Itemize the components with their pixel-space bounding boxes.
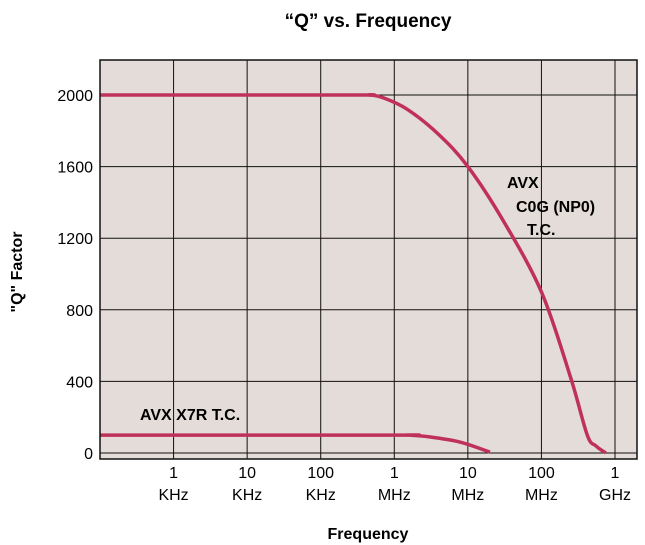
- x-tick-value-0: 1: [169, 465, 178, 482]
- y-tick-label-400: 400: [66, 374, 93, 391]
- series-line-0: [99, 93, 607, 455]
- plot-frame: [99, 59, 638, 460]
- series-annotations: AVX C0G (NP0) T.C. AVX X7R T.C.: [140, 175, 595, 424]
- x-tick-value-4: 10: [459, 465, 477, 482]
- chart-title: “Q” vs. Frequency: [285, 11, 452, 32]
- x-tick-unit-2: KHz: [306, 487, 336, 504]
- y-tick-label-1600: 1600: [57, 160, 93, 177]
- series-lines: [99, 93, 607, 455]
- y-tick-label-2000: 2000: [57, 88, 93, 105]
- x-tick-unit-3: MHz: [378, 487, 411, 504]
- x-tick-unit-6: GHz: [599, 487, 631, 504]
- x-tick-value-2: 100: [307, 465, 334, 482]
- x-tick-unit-5: MHz: [525, 487, 558, 504]
- x-axis-title: Frequency: [328, 526, 409, 543]
- x-tick-value-6: 1: [611, 465, 620, 482]
- y-tick-label-800: 800: [66, 303, 93, 320]
- c0g-label-line-1: C0G (NP0): [516, 199, 595, 216]
- x-tick-unit-1: KHz: [232, 487, 262, 504]
- y-tick-label-1200: 1200: [57, 231, 93, 248]
- plot-area: [100, 60, 637, 459]
- series-line-1: [99, 433, 491, 454]
- y-axis-title: "Q" Factor: [9, 232, 26, 313]
- x-tick-value-3: 1: [390, 465, 399, 482]
- y-tick-label-0: 0: [84, 446, 93, 463]
- c0g-label-line-2: T.C.: [527, 222, 555, 239]
- x-tick-value-5: 100: [528, 465, 555, 482]
- x-tick-labels: 1 KHz 10 KHz 100 KHz 1 MHz 10 MHz 100 MHz 1 GHz: [158, 465, 631, 504]
- x-tick-unit-0: KHz: [158, 487, 188, 504]
- y-tick-labels: 0 400 800 1200 1600 2000: [57, 88, 93, 463]
- c0g-label-line-0: AVX: [507, 175, 539, 192]
- x-tick-value-1: 10: [238, 465, 256, 482]
- x7r-label-line-0: AVX X7R T.C.: [140, 407, 240, 424]
- x-tick-unit-4: MHz: [451, 487, 484, 504]
